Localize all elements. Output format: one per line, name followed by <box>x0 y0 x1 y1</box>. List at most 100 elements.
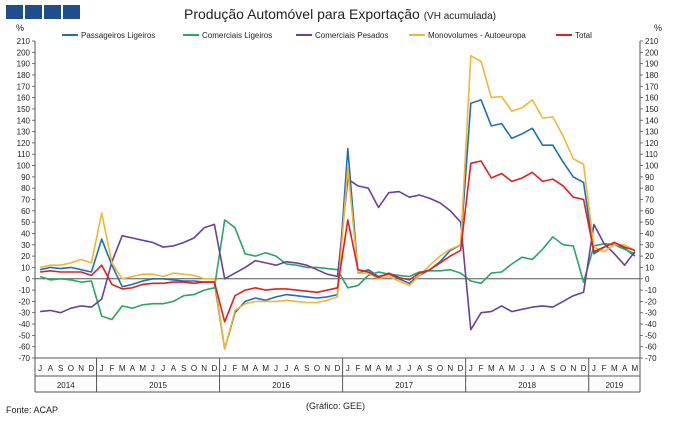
logo-square <box>25 5 42 19</box>
month-tick-label: M <box>119 364 126 373</box>
month-tick-label: A <box>253 364 259 373</box>
month-tick-label: M <box>139 364 146 373</box>
y-tick-label-left: 190 <box>17 60 31 69</box>
y-tick-label-right: -70 <box>645 354 657 363</box>
month-tick-label: S <box>550 364 555 373</box>
month-tick-label: F <box>356 364 361 373</box>
y-tick-label-left: 60 <box>21 207 30 216</box>
month-tick-label: J <box>530 364 534 373</box>
y-tick-label-right: 140 <box>645 116 659 125</box>
source-note: Fonte: ACAP <box>6 405 59 415</box>
y-axis-label-right: % <box>654 23 662 33</box>
y-tick-label-right: 10 <box>645 263 654 272</box>
month-tick-label: J <box>284 364 288 373</box>
month-tick-label: S <box>58 364 63 373</box>
month-tick-label: A <box>171 364 177 373</box>
month-tick-label: O <box>437 364 443 373</box>
month-tick-label: J <box>100 364 104 373</box>
year-label: 2019 <box>605 381 623 390</box>
y-tick-label-left: 50 <box>21 218 30 227</box>
y-tick-label-left: -20 <box>18 297 30 306</box>
month-tick-label: J <box>151 364 155 373</box>
month-tick-label: M <box>632 364 639 373</box>
y-tick-label-left: 200 <box>17 48 31 57</box>
month-tick-label: J <box>38 364 42 373</box>
chart-title-block: Produção Automóvel para Exportação (VH a… <box>0 6 680 22</box>
month-tick-label: A <box>376 364 382 373</box>
y-tick-label-left: 20 <box>21 252 30 261</box>
month-tick-label: M <box>508 364 515 373</box>
month-tick-label: J <box>346 364 350 373</box>
y-tick-label-left: 90 <box>21 173 30 182</box>
month-tick-label: D <box>458 364 464 373</box>
y-tick-label-right: -30 <box>645 309 657 318</box>
y-tick-label-left: -50 <box>18 331 30 340</box>
month-tick-label: S <box>304 364 309 373</box>
month-tick-label: J <box>223 364 227 373</box>
legend-label: Comerciais Pesados <box>315 31 388 40</box>
month-tick-label: D <box>89 364 95 373</box>
y-tick-label-left: 100 <box>17 162 31 171</box>
series-line <box>40 178 636 331</box>
y-tick-label-right: 80 <box>645 184 654 193</box>
month-tick-label: N <box>324 364 330 373</box>
y-tick-label-right: -10 <box>645 286 657 295</box>
logo-square <box>6 5 23 19</box>
month-tick-label: F <box>109 364 114 373</box>
y-tick-label-left: 170 <box>17 82 31 91</box>
month-tick-label: M <box>242 364 249 373</box>
month-tick-label: J <box>469 364 473 373</box>
y-tick-label-left: 30 <box>21 241 30 250</box>
month-tick-label: M <box>611 364 618 373</box>
month-tick-label: O <box>191 364 197 373</box>
y-tick-label-right: -60 <box>645 343 657 352</box>
series-line <box>39 54 636 350</box>
y-tick-label-right: 30 <box>645 241 654 250</box>
year-label: 2014 <box>57 381 75 390</box>
y-tick-label-right: 210 <box>645 37 659 46</box>
y-tick-label-left: 0 <box>26 275 31 284</box>
series-line <box>39 99 636 350</box>
y-tick-label-right: 160 <box>645 94 659 103</box>
series-line <box>40 160 636 323</box>
y-tick-label-left: 120 <box>17 139 31 148</box>
year-label: 2017 <box>395 381 413 390</box>
legend-label: Passageiros Ligeiros <box>81 31 155 40</box>
month-tick-label: A <box>130 364 136 373</box>
legend-label: Total <box>575 31 592 40</box>
month-tick-label: J <box>520 364 524 373</box>
year-label: 2015 <box>149 381 167 390</box>
month-tick-label: D <box>581 364 587 373</box>
month-tick-label: A <box>48 364 54 373</box>
y-tick-label-right: 0 <box>645 275 650 284</box>
y-tick-label-right: 150 <box>645 105 659 114</box>
y-tick-label-left: 160 <box>17 94 31 103</box>
acap-logo <box>6 5 80 19</box>
y-tick-label-right: 200 <box>645 48 659 57</box>
month-tick-label: N <box>570 364 576 373</box>
y-tick-label-left: 150 <box>17 105 31 114</box>
y-tick-label-right: 70 <box>645 196 654 205</box>
y-axis-label-left: % <box>16 23 24 33</box>
month-tick-label: M <box>365 364 372 373</box>
month-tick-label: J <box>274 364 278 373</box>
year-label: 2018 <box>518 381 536 390</box>
y-tick-label-left: 10 <box>21 263 30 272</box>
month-tick-label: J <box>397 364 401 373</box>
y-tick-label-left: 130 <box>17 128 31 137</box>
legend-label: Comerciais Ligeiros <box>202 31 272 40</box>
y-tick-label-left: 70 <box>21 196 30 205</box>
chart-title: Produção Automóvel para Exportação <box>184 6 420 22</box>
y-tick-label-left: -40 <box>18 320 30 329</box>
month-tick-label: O <box>68 364 74 373</box>
month-tick-label: A <box>622 364 628 373</box>
month-tick-label: M <box>262 364 269 373</box>
y-tick-label-right: 180 <box>645 71 659 80</box>
y-tick-label-left: 210 <box>17 37 31 46</box>
month-tick-label: M <box>385 364 392 373</box>
chart-subtitle: (VH acumulada) <box>423 11 496 22</box>
logo-square <box>44 5 61 19</box>
y-tick-label-right: 170 <box>645 82 659 91</box>
y-tick-label-left: 80 <box>21 184 30 193</box>
